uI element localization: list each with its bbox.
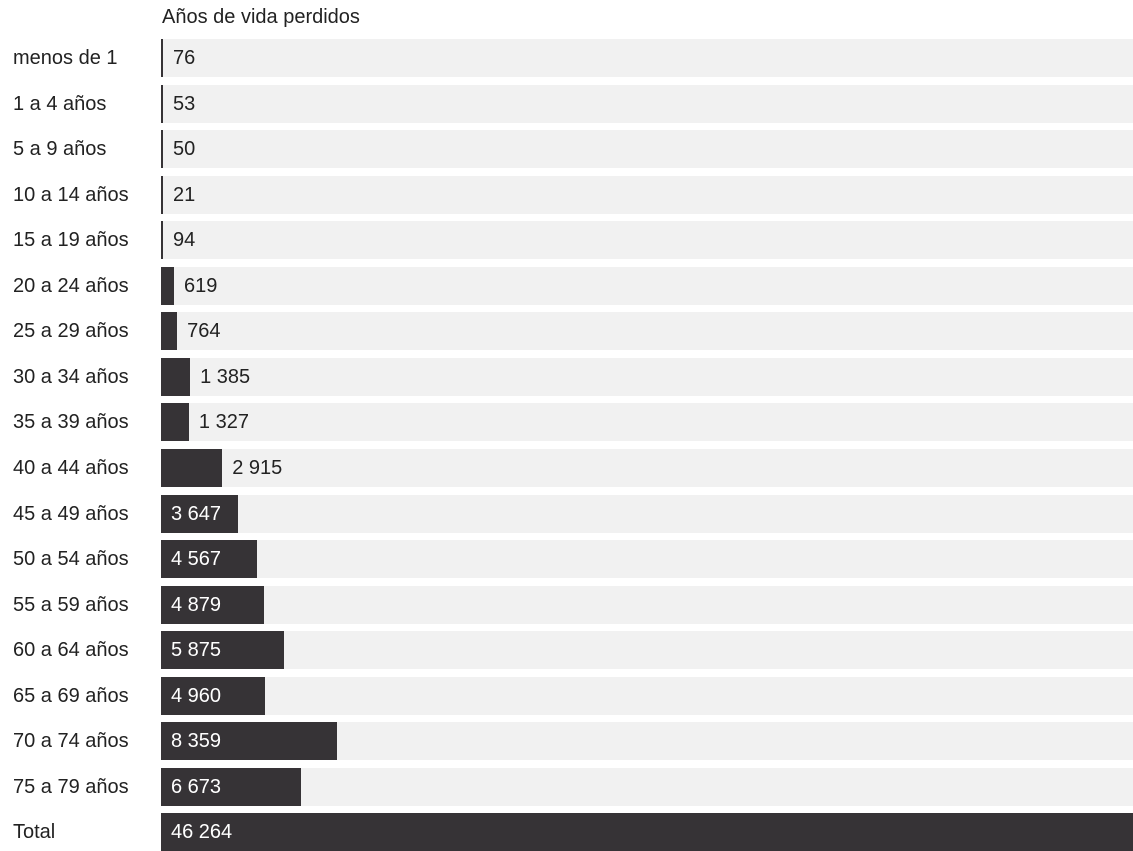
bar-track: 94 <box>161 221 1133 259</box>
bar <box>161 85 163 123</box>
bar-track: 4 960 <box>161 677 1133 715</box>
category-label: 50 a 54 años <box>13 548 129 570</box>
bar-row: 15 a 19 años 94 <box>0 221 1133 259</box>
category-label: 20 a 24 años <box>13 275 129 297</box>
bar <box>161 631 285 669</box>
value-label: 50 <box>173 138 196 160</box>
bar-row: 70 a 74 años 8 359 <box>0 722 1133 760</box>
bar <box>161 722 337 760</box>
bar <box>161 495 238 533</box>
bar-track: 5 875 <box>161 631 1133 669</box>
bar-track: 3 647 <box>161 495 1133 533</box>
category-label: 55 a 59 años <box>13 594 129 616</box>
value-label: 5 875 <box>171 639 222 661</box>
value-label: 3 647 <box>171 503 222 525</box>
bar-track: 2 915 <box>161 449 1133 487</box>
category-label: Total <box>13 821 56 843</box>
category-label: 75 a 79 años <box>13 776 129 798</box>
category-label: 40 a 44 años <box>13 457 129 479</box>
bar <box>161 130 163 168</box>
category-label: 30 a 34 años <box>13 366 129 388</box>
bar-track: 4 567 <box>161 540 1133 578</box>
bar-row: 75 a 79 años 6 673 <box>0 768 1133 806</box>
bar-track: 8 359 <box>161 722 1133 760</box>
category-label: menos de 1 <box>13 47 118 69</box>
bar <box>161 267 174 305</box>
value-label: 8 359 <box>171 730 222 752</box>
bar <box>161 39 163 77</box>
bar <box>161 312 178 350</box>
bar <box>161 768 302 806</box>
category-label: 35 a 39 años <box>13 411 129 433</box>
value-label: 1 385 <box>200 366 251 388</box>
value-label: 94 <box>173 229 196 251</box>
column-title: Años de vida perdidos <box>162 6 360 28</box>
bar <box>161 403 189 441</box>
value-label: 1 327 <box>198 411 249 433</box>
bar <box>161 813 1133 851</box>
bar <box>161 586 264 624</box>
category-label: 45 a 49 años <box>13 503 129 525</box>
bar-track: 46 264 <box>161 813 1133 851</box>
bar <box>161 449 223 487</box>
bar-track: 1 385 <box>161 358 1133 396</box>
bar-track: 21 <box>161 176 1133 214</box>
bar-row: 45 a 49 años 3 647 <box>0 495 1133 533</box>
bar <box>161 677 266 715</box>
bar <box>161 358 191 396</box>
bar-track: 50 <box>161 130 1133 168</box>
value-label: 6 673 <box>171 776 222 798</box>
value-label: 4 879 <box>171 594 222 616</box>
bar-track: 6 673 <box>161 768 1133 806</box>
bar <box>161 176 163 214</box>
bar-row: 20 a 24 años 619 <box>0 267 1133 305</box>
bar-row: 5 a 9 años 50 <box>0 130 1133 168</box>
category-label: 1 a 4 años <box>13 93 107 115</box>
bar-row: Total 46 264 <box>0 813 1133 851</box>
category-label: 25 a 29 años <box>13 320 129 342</box>
bar-row: 10 a 14 años 21 <box>0 176 1133 214</box>
bar-row: 25 a 29 años 764 <box>0 312 1133 350</box>
bar-row: 50 a 54 años 4 567 <box>0 540 1133 578</box>
value-label: 764 <box>187 320 221 342</box>
bar <box>161 540 257 578</box>
bar-track: 764 <box>161 312 1133 350</box>
value-label: 2 915 <box>232 457 283 479</box>
value-label: 53 <box>173 93 196 115</box>
bar-row: 35 a 39 años 1 327 <box>0 403 1133 441</box>
category-label: 70 a 74 años <box>13 730 129 752</box>
value-label: 46 264 <box>171 821 233 843</box>
bar-row: 65 a 69 años 4 960 <box>0 677 1133 715</box>
bar-row: 60 a 64 años 5 875 <box>0 631 1133 669</box>
category-label: 65 a 69 años <box>13 685 129 707</box>
bar-row: 30 a 34 años 1 385 <box>0 358 1133 396</box>
bar-track: 1 327 <box>161 403 1133 441</box>
bar-row: 40 a 44 años 2 915 <box>0 449 1133 487</box>
category-label: 15 a 19 años <box>13 229 129 251</box>
bar-track: 4 879 <box>161 586 1133 624</box>
bar-track: 76 <box>161 39 1133 77</box>
bar-row: 55 a 59 años 4 879 <box>0 586 1133 624</box>
category-label: 10 a 14 años <box>13 184 129 206</box>
value-label: 21 <box>173 184 196 206</box>
value-label: 76 <box>173 47 196 69</box>
bar-row: 1 a 4 años 53 <box>0 85 1133 123</box>
category-label: 60 a 64 años <box>13 639 129 661</box>
bar-row: menos de 1 76 <box>0 39 1133 77</box>
bar-track: 53 <box>161 85 1133 123</box>
value-label: 4 567 <box>171 548 222 570</box>
value-label: 4 960 <box>171 685 222 707</box>
bar <box>161 221 163 259</box>
bar-track: 619 <box>161 267 1133 305</box>
value-label: 619 <box>184 275 218 297</box>
category-label: 5 a 9 años <box>13 138 107 160</box>
